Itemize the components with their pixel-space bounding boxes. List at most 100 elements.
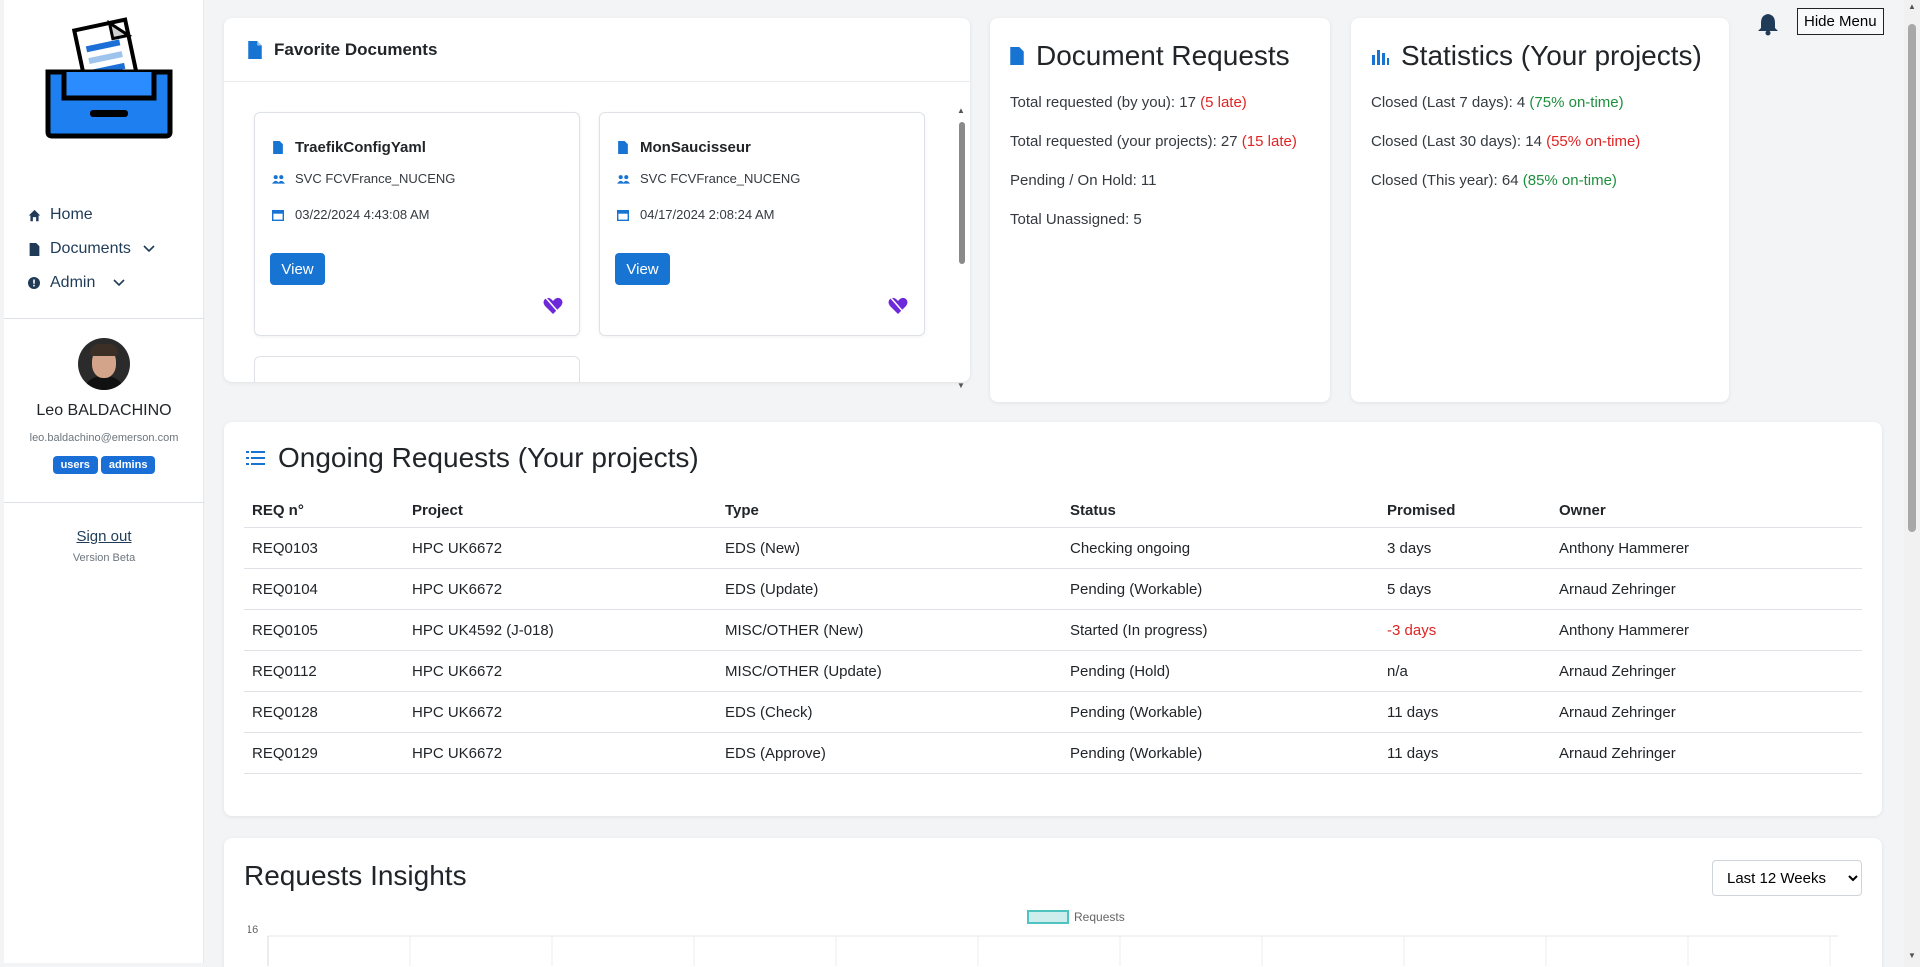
sidebar: Home Documents Admin Leo BALDACHINO (4, 0, 204, 963)
stat-text: Total requested (your projects): 27 (1010, 133, 1242, 150)
stat-line: Closed (Last 30 days): 14 (55% on-time) (1371, 133, 1709, 150)
ongoing-requests-header: Ongoing Requests (Your projects) (246, 442, 1862, 474)
nav-item-admin[interactable]: Admin (24, 266, 155, 300)
document-icon (1010, 47, 1024, 65)
user-name: Leo BALDACHINO (36, 402, 172, 419)
column-header[interactable]: Type (717, 496, 1062, 528)
document-requests-title: Document Requests (1036, 40, 1290, 71)
statistics-card: Statistics (Your projects) Closed (Last … (1351, 18, 1729, 402)
favorites-scrollbar[interactable]: ▲ ▼ (956, 106, 968, 391)
avatar[interactable] (78, 338, 130, 390)
stat-line: Closed (This year): 64 (85% on-time) (1371, 172, 1709, 189)
statistics-header: Statistics (Your projects) (1371, 40, 1709, 72)
stat-line: Pending / On Hold: 11 (1010, 172, 1310, 189)
status-cell: Pending (Hold) (1062, 650, 1379, 692)
nav-item-documents[interactable]: Documents (24, 232, 155, 266)
document-icon (24, 242, 44, 256)
stat-line: Total requested (by you): 17 (5 late) (1010, 94, 1310, 111)
project-cell: HPC UK6672 (404, 527, 717, 569)
chevron-down-icon[interactable] (143, 242, 155, 256)
role-badges: users admins (4, 456, 204, 474)
column-header[interactable]: Project (404, 496, 717, 528)
scroll-up-icon[interactable]: ▲ (957, 106, 965, 115)
scroll-up-icon[interactable]: ▲ (1908, 2, 1916, 11)
info-icon (24, 277, 44, 289)
table-row[interactable]: REQ0112 HPC UK6672 MISC/OTHER (Update) Pend… (244, 650, 1862, 692)
users-icon (271, 174, 285, 184)
status-cell: Checking ongoing (1062, 527, 1379, 569)
promised-cell: 5 days (1379, 568, 1551, 610)
table-header-row: REQ n° Project Type Status Promised Owne… (244, 496, 1862, 528)
role-badge-admins: admins (100, 456, 156, 474)
doc-name: MonSaucisseur (640, 139, 751, 156)
user-panel: Leo BALDACHINO leo.baldachino@emerson.co… (4, 338, 204, 474)
project-cell: HPC UK4592 (J-018) (404, 609, 717, 651)
table-row[interactable]: REQ0104 HPC UK6672 EDS (Update) Pending (Wo… (244, 568, 1862, 610)
stat-text: Total requested (by you): 17 (1010, 94, 1201, 111)
doc-owner: SVC FCVFrance_NUCENG (616, 171, 800, 186)
ongoing-requests-title: Ongoing Requests (Your projects) (278, 442, 699, 473)
promised-cell: -3 days (1379, 609, 1551, 651)
favorite-doc-card (254, 356, 580, 382)
promised-cell: 3 days (1379, 527, 1551, 569)
favorite-documents-card: Favorite Documents TraefikConfigYaml SVC… (224, 18, 970, 390)
column-header[interactable]: Owner (1551, 496, 1862, 528)
nav-documents-label: Documents (50, 240, 131, 257)
view-button[interactable]: View (615, 253, 670, 285)
statistics-title: Statistics (Your projects) (1401, 40, 1702, 71)
owner-cell: Arnaud Zehringer (1551, 650, 1862, 692)
user-email: leo.baldachino@emerson.com (29, 432, 179, 444)
requests-chart: Requests 16 (246, 906, 1838, 966)
bell-icon[interactable] (1757, 12, 1779, 41)
app-logo (44, 14, 174, 140)
table-row[interactable]: REQ0129 HPC UK6672 EDS (Approve) Pending (W… (244, 732, 1862, 774)
document-icon (616, 141, 630, 154)
nav-item-home[interactable]: Home (24, 198, 155, 232)
calendar-icon (271, 209, 285, 221)
doc-owner-text: SVC FCVFrance_NUCENG (295, 171, 456, 186)
ongoing-requests-card: Ongoing Requests (Your projects) REQ n° … (224, 422, 1882, 816)
home-icon (24, 209, 44, 222)
view-button[interactable]: View (270, 253, 325, 285)
doc-owner-text: SVC FCVFrance_NUCENG (640, 171, 801, 186)
main-nav: Home Documents Admin (24, 198, 155, 300)
column-header[interactable]: Promised (1379, 496, 1551, 528)
stat-text: Closed (Last 30 days): 14 (1371, 133, 1547, 150)
page-scrollbar[interactable]: ▲ ▼ (1904, 0, 1920, 967)
table-row[interactable]: REQ0105 HPC UK4592 (J-018) MISC/OTHER (New… (244, 609, 1862, 651)
scroll-down-icon[interactable]: ▼ (957, 381, 965, 390)
column-header[interactable]: REQ n° (244, 496, 404, 528)
heart-icon[interactable] (888, 297, 908, 320)
list-icon (246, 450, 266, 466)
hide-menu-button[interactable]: Hide Menu (1797, 8, 1884, 35)
table-row[interactable]: REQ0103 HPC UK6672 EDS (New) Checking ongoi… (244, 527, 1862, 569)
type-cell: EDS (Check) (717, 691, 1062, 733)
range-select[interactable]: Last 12 Weeks (1712, 860, 1862, 896)
project-cell: HPC UK6672 (404, 650, 717, 692)
chevron-down-icon[interactable] (113, 276, 125, 290)
sign-out-link[interactable]: Sign out (76, 528, 132, 545)
promised-cell: 11 days (1379, 732, 1551, 774)
type-cell: EDS (Update) (717, 568, 1062, 610)
scrollbar-thumb[interactable] (1908, 24, 1916, 532)
req-cell: REQ0105 (244, 609, 404, 651)
heart-icon[interactable] (543, 297, 563, 320)
stat-text: Closed (Last 7 days): 4 (1371, 94, 1530, 111)
ontime-note: (75% on-time) (1529, 94, 1624, 111)
owner-cell: Arnaud Zehringer (1551, 691, 1862, 733)
req-cell: REQ0103 (244, 527, 404, 569)
bar-chart-icon (1371, 47, 1389, 65)
favorite-documents-title: Favorite Documents (274, 39, 438, 59)
scrollbar-thumb[interactable] (959, 122, 965, 264)
column-header[interactable]: Status (1062, 496, 1379, 528)
type-cell: MISC/OTHER (Update) (717, 650, 1062, 692)
ontime-note: (55% on-time) (1546, 133, 1641, 150)
scroll-down-icon[interactable]: ▼ (1908, 951, 1916, 960)
table-row[interactable]: REQ0128 HPC UK6672 EDS (Check) Pending (Wor… (244, 691, 1862, 733)
type-cell: MISC/OTHER (New) (717, 609, 1062, 651)
role-badge-users: users (52, 456, 98, 474)
legend-swatch (1027, 910, 1069, 924)
requests-insights-card: Requests Insights Last 12 Weeks Requests… (224, 838, 1882, 967)
doc-date: 03/22/2024 4:43:08 AM (271, 207, 429, 222)
ontime-note: (85% on-time) (1522, 172, 1617, 189)
